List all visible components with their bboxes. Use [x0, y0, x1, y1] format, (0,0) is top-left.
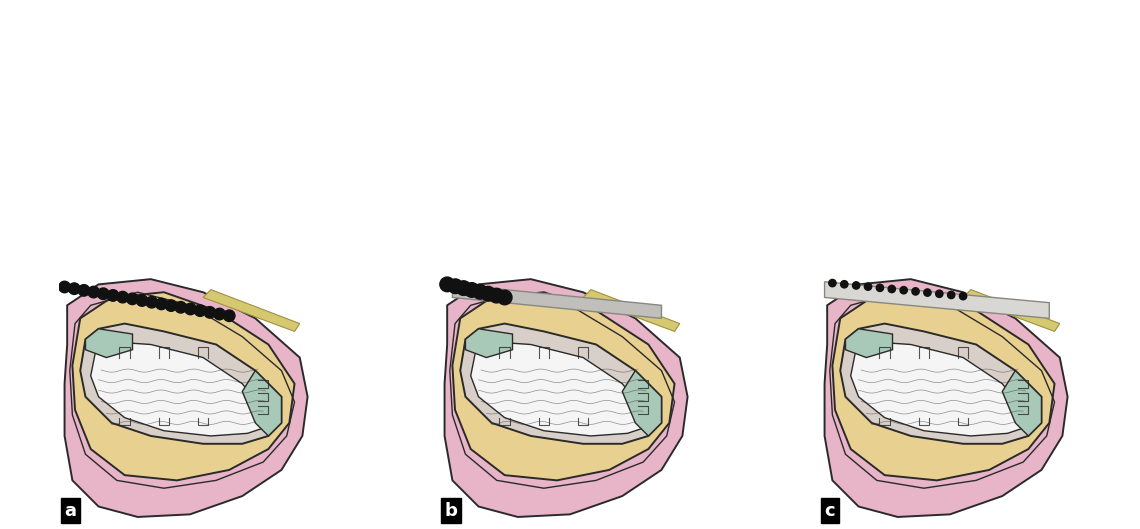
Circle shape [853, 282, 860, 289]
Circle shape [888, 285, 895, 293]
Polygon shape [963, 289, 1060, 331]
Text: b: b [445, 501, 457, 519]
Polygon shape [243, 371, 282, 436]
Circle shape [156, 298, 168, 309]
Polygon shape [445, 279, 687, 517]
Circle shape [877, 284, 884, 291]
Polygon shape [465, 329, 513, 358]
Circle shape [176, 302, 187, 313]
Circle shape [829, 279, 836, 287]
Polygon shape [73, 292, 294, 480]
Circle shape [68, 283, 80, 295]
Polygon shape [850, 342, 1024, 436]
Circle shape [923, 289, 931, 296]
Polygon shape [832, 292, 1054, 480]
Circle shape [223, 310, 235, 322]
Polygon shape [86, 329, 132, 358]
Polygon shape [80, 324, 282, 444]
Circle shape [88, 286, 99, 298]
Circle shape [185, 303, 196, 315]
Circle shape [464, 282, 479, 297]
Circle shape [899, 287, 907, 294]
Polygon shape [846, 329, 893, 358]
Polygon shape [824, 282, 1049, 318]
Circle shape [146, 296, 157, 308]
Circle shape [59, 281, 71, 293]
Polygon shape [840, 324, 1042, 444]
Polygon shape [91, 342, 263, 436]
Polygon shape [65, 279, 308, 517]
Circle shape [840, 280, 848, 288]
Circle shape [473, 285, 487, 299]
Circle shape [214, 308, 226, 320]
Circle shape [165, 300, 177, 312]
Polygon shape [203, 289, 300, 331]
Circle shape [448, 279, 463, 294]
Circle shape [127, 293, 138, 305]
Circle shape [440, 277, 455, 291]
Polygon shape [471, 342, 643, 436]
Circle shape [936, 290, 943, 297]
Circle shape [481, 286, 496, 301]
Circle shape [864, 283, 872, 290]
Polygon shape [461, 324, 661, 444]
Circle shape [204, 307, 215, 318]
Polygon shape [1002, 371, 1042, 436]
Circle shape [912, 288, 919, 295]
Circle shape [137, 295, 148, 306]
Polygon shape [453, 292, 675, 480]
Text: c: c [824, 501, 836, 519]
Circle shape [497, 290, 512, 305]
Circle shape [456, 281, 471, 295]
Polygon shape [583, 289, 679, 331]
Circle shape [79, 285, 90, 296]
Circle shape [98, 288, 109, 299]
Polygon shape [453, 285, 661, 318]
Circle shape [947, 291, 955, 298]
Text: a: a [65, 501, 76, 519]
Polygon shape [824, 279, 1067, 517]
Circle shape [195, 305, 206, 316]
Circle shape [117, 291, 129, 303]
Polygon shape [622, 371, 661, 436]
Circle shape [960, 293, 967, 300]
Circle shape [489, 288, 504, 303]
Circle shape [107, 290, 119, 301]
